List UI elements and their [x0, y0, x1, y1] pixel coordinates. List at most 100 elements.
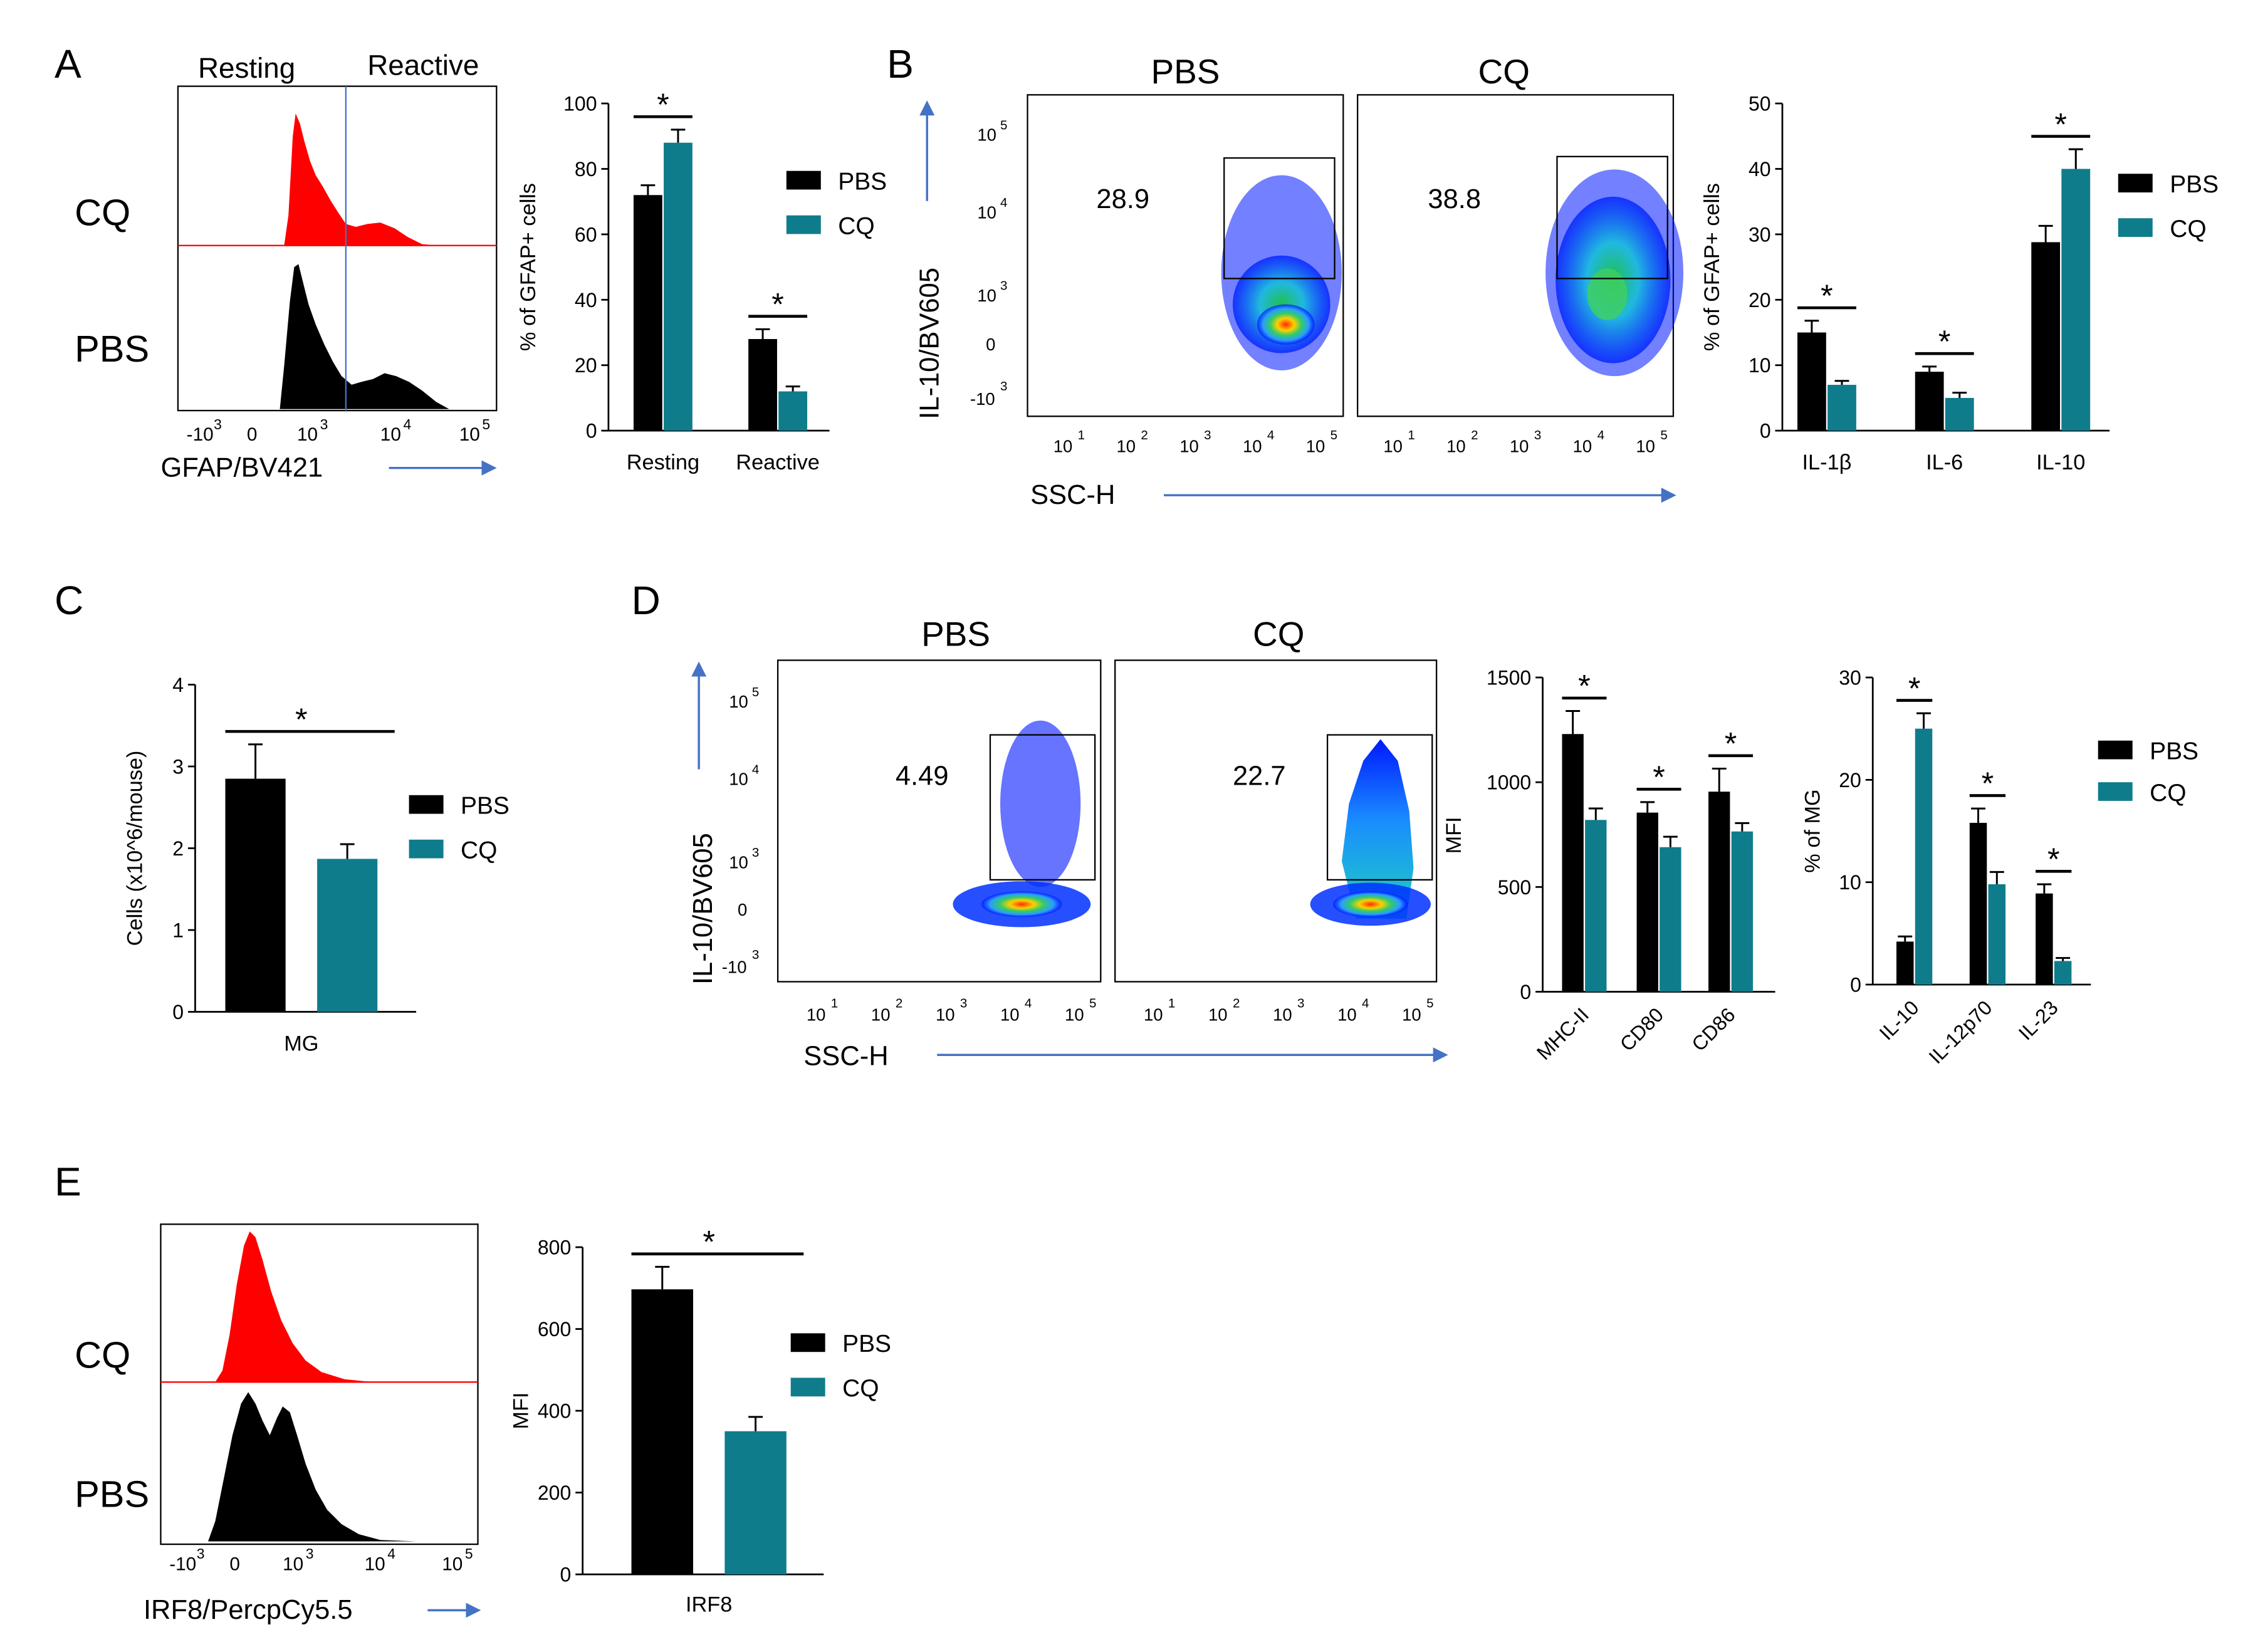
bar-pbs — [225, 778, 286, 1012]
y-tick-label: 50 — [1749, 93, 1771, 115]
category-label: IRF8 — [686, 1593, 732, 1617]
bar-cq — [317, 859, 378, 1012]
c-bar-chart: 0 1 2 3 4 Cells (x10^6/mouse) * MG PBS CQ — [123, 674, 510, 1055]
legend-label-pbs: PBS — [461, 793, 510, 820]
category-label: MHC-II — [1532, 1003, 1593, 1064]
panel-a-histogram: Resting Reactive CQ PBS -103 0 103 104 1… — [75, 49, 498, 483]
tick-1e4: 10 — [380, 424, 401, 445]
svg-text:2: 2 — [1471, 428, 1478, 442]
legend-swatch-pbs — [2098, 740, 2133, 760]
flow-y-label: IL-10/BV605 — [915, 268, 945, 419]
panel-label-e: E — [55, 1159, 81, 1205]
svg-text:10: 10 — [365, 1554, 385, 1574]
y-axis-label: % of GFAP+ cells — [516, 183, 540, 351]
bar-cq — [2054, 961, 2072, 985]
x-axis-label: GFAP/BV421 — [160, 452, 323, 483]
panel-label-c: C — [55, 578, 83, 623]
category-label: CD80 — [1616, 1003, 1668, 1055]
y-tick-label: 1000 — [1487, 771, 1531, 794]
significance-star: * — [1725, 726, 1737, 761]
svg-text:5: 5 — [465, 1545, 473, 1562]
svg-text:10: 10 — [729, 770, 748, 789]
svg-text:10: 10 — [729, 692, 748, 711]
flow-cloud-pbs — [953, 720, 1091, 928]
svg-text:1: 1 — [831, 996, 838, 1011]
panel-label-d: D — [632, 578, 661, 623]
y-tick-label: 500 — [1498, 876, 1531, 899]
flow-x-label: SSC-H — [1030, 480, 1115, 510]
flow-frame-pbs — [776, 659, 1102, 983]
histogram-cq-red — [160, 1231, 478, 1383]
y-tick-label: 10 — [1839, 871, 1861, 894]
svg-text:5: 5 — [1000, 118, 1007, 132]
flow-y-label: IL-10/BV605 — [688, 833, 718, 985]
tick-1e5: 10 — [459, 424, 480, 445]
svg-text:2: 2 — [1141, 428, 1148, 442]
y-tick-label: 800 — [538, 1236, 571, 1259]
legend-label-cq: CQ — [838, 212, 874, 239]
y-axis-label: % of GFAP+ cells — [1700, 183, 1724, 351]
svg-text:5: 5 — [1660, 428, 1667, 442]
bar-cq — [778, 391, 808, 431]
y-tick-label: 20 — [1839, 769, 1861, 792]
svg-text:5: 5 — [752, 685, 759, 699]
bar-cq — [1585, 820, 1607, 992]
significance-star: * — [295, 701, 308, 737]
flow-cloud-cq — [1545, 169, 1683, 377]
y-axis-label: MFI — [1442, 817, 1466, 854]
legend-label-pbs: PBS — [842, 1330, 891, 1357]
flow-y-ticks: 10 5 10 4 10 3 0 -10 3 — [970, 118, 1008, 409]
svg-text:3: 3 — [1534, 428, 1541, 442]
d-bar2-chart: 0 10 20 30 % of MG * IL-10 * IL-12p70 * IL-23 PBS CQ — [1801, 666, 2199, 1068]
svg-text:10: 10 — [1306, 436, 1325, 456]
svg-text:10: 10 — [1273, 1005, 1292, 1024]
gate-value-pbs: 4.49 — [896, 761, 949, 792]
svg-text:10: 10 — [1144, 1005, 1163, 1024]
svg-text:10: 10 — [1573, 436, 1592, 456]
svg-text:3: 3 — [752, 948, 759, 962]
svg-text:10: 10 — [807, 1005, 826, 1024]
panel-d-flow: PBS CQ 4.49 22.7 10 5 10 4 10 3 0 -10 3 10 1 … — [688, 615, 1448, 1071]
legend-label-cq: CQ — [2170, 216, 2206, 243]
flow-title-cq: CQ — [1253, 615, 1304, 654]
flow-gate-cq — [1556, 155, 1668, 280]
y-tick-label: 600 — [538, 1318, 571, 1341]
significance-star: * — [2054, 106, 2067, 142]
gate-label-resting: Resting — [198, 52, 295, 84]
bar-pbs — [1708, 792, 1730, 992]
bar-pbs — [631, 1289, 693, 1575]
significance-star: * — [657, 86, 669, 122]
svg-text:4: 4 — [1025, 996, 1032, 1011]
category-label: IL-12p70 — [1925, 996, 1997, 1068]
significance-star: * — [1653, 759, 1665, 795]
flow-gate-cq — [1326, 734, 1433, 881]
y-tick-label: 3 — [172, 755, 184, 778]
panel-label-a: A — [55, 41, 81, 86]
svg-text:10: 10 — [1179, 436, 1199, 456]
flow-frame-pbs — [1027, 94, 1344, 417]
bar-cq — [1945, 397, 1974, 431]
svg-text:10: 10 — [977, 202, 996, 222]
b-bar-chart: 0 10 20 30 40 50 % of GFAP+ cells * IL-1β * IL-6 * I… — [1700, 93, 2219, 474]
flow-x-ticks-pbs: 10 1 10 2 10 3 10 4 10 5 — [807, 996, 1097, 1025]
legend-swatch-pbs — [409, 795, 444, 814]
flow-title-cq: CQ — [1478, 52, 1530, 91]
significance-star: * — [703, 1223, 715, 1259]
flow-gate-pbs — [1223, 157, 1336, 280]
svg-text:10: 10 — [1402, 1005, 1421, 1024]
svg-text:10: 10 — [1208, 1005, 1228, 1024]
bar-pbs — [748, 338, 777, 431]
y-axis-label: MFI — [510, 1393, 533, 1430]
significance-star: * — [1578, 668, 1591, 704]
tick-sup: 3 — [320, 416, 328, 432]
significance-star: * — [1908, 670, 1921, 706]
svg-text:3: 3 — [1000, 279, 1007, 293]
svg-text:-10: -10 — [722, 958, 747, 977]
bar-cq — [1660, 847, 1681, 992]
bar-pbs — [1636, 812, 1658, 992]
y-tick-label: 20 — [575, 354, 597, 377]
svg-text:4: 4 — [387, 1545, 395, 1562]
d-bar1-chart: 0 500 1000 1500 MFI * MHC-II * CD80 * CD86 — [1442, 666, 1775, 1064]
